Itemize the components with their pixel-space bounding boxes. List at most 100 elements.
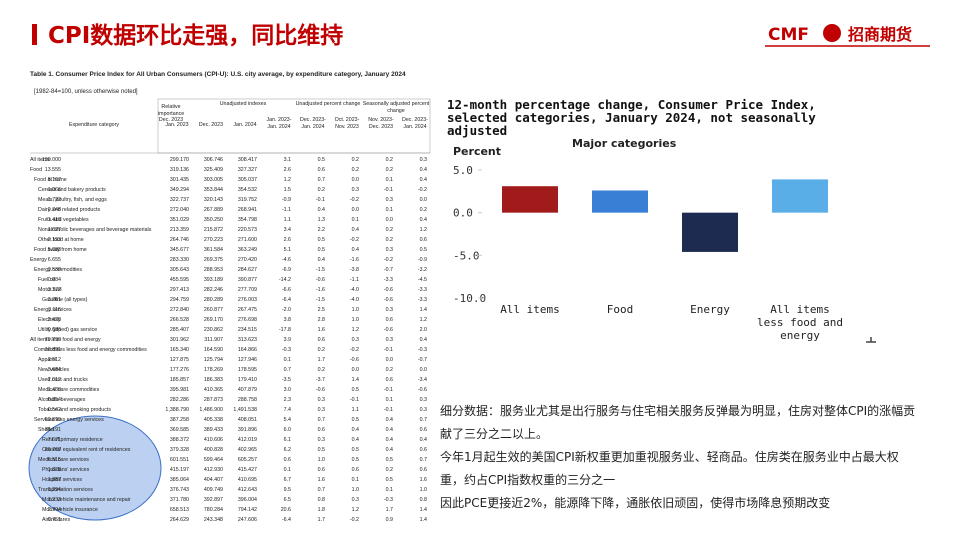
table-cell: 264.629 <box>169 517 189 523</box>
table-cell: 1.4 <box>419 517 427 523</box>
table-cell: 0.7 <box>317 177 325 183</box>
table-cell: 605.257 <box>237 457 257 463</box>
table-cell: 405.338 <box>203 417 223 423</box>
table-cell: 0.1 <box>385 487 393 493</box>
table-cell: -14.2 <box>278 277 291 283</box>
highlight <box>28 415 162 521</box>
table-cell: 361.584 <box>203 247 223 253</box>
chart-subtitle: Major categories <box>572 137 677 150</box>
row-label: Physicians' services <box>42 467 90 473</box>
table-cell: 325.409 <box>203 167 223 173</box>
table-cell: 0.0 <box>351 177 359 183</box>
column-header: Nov. 2023-Dec. 2023 <box>368 117 394 130</box>
table-cell: 1.2 <box>419 317 427 323</box>
table-cell: 285.407 <box>169 327 189 333</box>
table-cell: -1.5 <box>315 297 325 303</box>
table-cell: 0.3 <box>385 247 393 253</box>
table-cell: 6.294 <box>47 487 61 493</box>
table-cell: 0.4 <box>351 427 359 433</box>
row-label: All items <box>30 157 51 163</box>
table-cell: 0.4 <box>385 437 393 443</box>
table-cell: 164.590 <box>203 347 223 353</box>
table-cell: -3.3 <box>383 277 393 283</box>
table-cell: 0.3 <box>351 497 359 503</box>
table-cell: 2.8 <box>317 317 325 323</box>
table-cell: 0.4 <box>317 207 325 213</box>
table-cell: 319.136 <box>169 167 189 173</box>
table-cell: 1.4 <box>419 507 427 513</box>
y-tick-label: 0.0 <box>453 207 473 220</box>
table-cell: 303.005 <box>203 177 223 183</box>
table-cell: 0.0 <box>419 367 427 373</box>
table-cell: 0.5 <box>351 447 359 453</box>
table-cell: 404.407 <box>203 477 223 483</box>
table-cell: -0.2 <box>383 257 393 263</box>
table-cell: -0.9 <box>417 257 427 263</box>
table-cell: 36.191 <box>44 427 61 433</box>
table-cell: 100.000 <box>41 157 61 163</box>
table-cell: 230.862 <box>203 327 223 333</box>
table-cell: 354.798 <box>237 217 257 223</box>
table-cell: 0.3 <box>351 337 359 343</box>
table-cell: 1.3 <box>317 217 325 223</box>
table-cell: 0.1 <box>351 217 359 223</box>
row-label: Medical care services <box>38 457 89 463</box>
table-cell: 1.722 <box>47 197 61 203</box>
table-cell: 1.0 <box>351 307 359 313</box>
table-cell: 0.2 <box>317 187 325 193</box>
table-cell: 400.828 <box>203 447 223 453</box>
table-cell: 26.769 <box>44 447 61 453</box>
table-cell: 2.6 <box>283 167 291 173</box>
table-cell: 18.891 <box>44 347 61 353</box>
table-cell: 327.327 <box>237 167 257 173</box>
table-cell: 0.5 <box>351 387 359 393</box>
table-cell: -3.8 <box>349 267 359 273</box>
chart-title: 12-month percentage change, Consumer Pri… <box>447 97 816 138</box>
table-cell: 179.410 <box>237 377 257 383</box>
table-cell: 301.962 <box>169 337 189 343</box>
table-cell: -2.0 <box>281 307 291 313</box>
table-cell: 0.1 <box>351 477 359 483</box>
row-label: Other food at home <box>38 237 84 243</box>
table-cell: 0.084 <box>47 277 61 283</box>
row-label: Used cars and trucks <box>38 377 88 383</box>
table-cell: 1.066 <box>47 187 61 193</box>
y-tick-label: 5.0 <box>453 164 473 177</box>
chart-bg <box>440 90 860 355</box>
table-cell: 319.752 <box>237 197 257 203</box>
table-cell: 410.695 <box>237 477 257 483</box>
table-cell: 0.2 <box>385 157 393 163</box>
table-cell: 20.6 <box>280 507 291 513</box>
row-label: Fuel oil <box>38 277 56 283</box>
table-cell: 2.428 <box>47 317 61 323</box>
table-cell: 6.2 <box>283 447 291 453</box>
table-cell: 0.5 <box>385 477 393 483</box>
table-cell: -0.2 <box>349 347 359 353</box>
table-title: Table 1. Consumer Price Index for All Ur… <box>30 71 406 78</box>
table-cell: 1.0 <box>351 487 359 493</box>
table-cell: 601.551 <box>169 457 189 463</box>
table-cell: -0.1 <box>383 347 393 353</box>
table-cell: 297.413 <box>169 287 189 293</box>
table-cell: 284.627 <box>237 267 257 273</box>
table-cell: 269.375 <box>203 257 223 263</box>
table-cell: 0.8 <box>317 497 325 503</box>
bar <box>502 186 558 213</box>
table-cell: -4.5 <box>417 277 427 283</box>
x-tick-label: All items <box>500 303 560 316</box>
table-cell: -0.2 <box>349 197 359 203</box>
table-cell: 410.606 <box>203 437 223 443</box>
table-cell: -0.1 <box>315 197 325 203</box>
table-cell: 311.907 <box>204 337 223 343</box>
table-cell: 177.276 <box>169 367 189 373</box>
table-cell: 3.539 <box>47 267 61 273</box>
table-cell: 220.573 <box>237 227 257 233</box>
table-cell: 0.4 <box>419 177 427 183</box>
table-cell: 0.3 <box>317 437 325 443</box>
table-cell: 3.0 <box>283 387 291 393</box>
table-cell: 0.6 <box>283 457 291 463</box>
table-cell: 306.746 <box>203 157 223 163</box>
table-cell: 270.420 <box>237 257 257 263</box>
table-cell: 1.0 <box>419 487 427 493</box>
table-cell: 1.828 <box>47 467 61 473</box>
